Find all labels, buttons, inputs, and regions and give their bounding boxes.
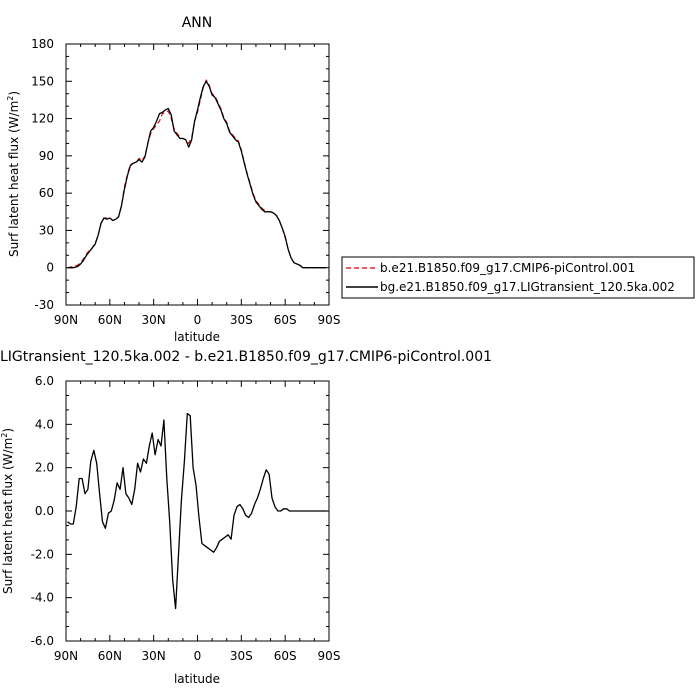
panel-bottom-ytick-label: 0.0 — [35, 504, 54, 518]
panel-top-ytick-label: 30 — [39, 223, 54, 237]
panel-top-ytick-label: 0 — [46, 261, 54, 275]
panel-bottom: LIGtransient_120.5ka.002 - b.e21.B1850.f… — [0, 349, 492, 686]
panel-top-xtick-label: 60N — [98, 313, 122, 327]
panel-top-xtick-label: 30S — [230, 313, 253, 327]
panel-bottom-series-layer — [67, 412, 328, 610]
panel-bottom-xtick-label: 0 — [194, 649, 202, 663]
panel-top-plot-frame — [65, 43, 330, 306]
panel-bottom-ytick-label: -2.0 — [31, 547, 54, 561]
panel-top-title: ANN — [182, 15, 213, 31]
panel-top-xtick-label: 30N — [142, 313, 166, 327]
panel-bottom-ticks: 90N 60N 30N 0 30S 60S 90S -6.0 -4.0 -2.0 0.0 2.0 4.0… — [31, 374, 341, 663]
panel-bottom-title: LIGtransient_120.5ka.002 - b.e21.B1850.f… — [0, 349, 492, 365]
panel-top: ANN 90N 60N 30N 0 30S 60S 90S -30 0 30 60 90 120 150 1… — [6, 15, 340, 344]
panel-top-ytick-label: 150 — [31, 74, 54, 88]
panel-bottom-series-line-0 — [67, 412, 328, 610]
panel-bottom-ytick-label: 4.0 — [35, 417, 54, 431]
panel-top-xlabel: latitude — [174, 330, 220, 344]
panel-top-ytick-label: 90 — [39, 149, 54, 163]
panel-bottom-xtick-label: 60S — [274, 649, 297, 663]
legend-label-ligtransient: bg.e21.B1850.f09_g17.LIGtransient_120.5k… — [380, 280, 675, 294]
legend-label-picontrol: b.e21.B1850.f09_g17.CMIP6-piControl.001 — [380, 261, 635, 275]
panel-top-ytick-label: 180 — [31, 37, 54, 51]
panel-top-xtick-label: 0 — [194, 313, 202, 327]
panel-bottom-xlabel: latitude — [174, 672, 220, 686]
panel-bottom-xtick-label: 30N — [142, 649, 166, 663]
panel-bottom-xtick-label: 90S — [318, 649, 341, 663]
panel-bottom-xtick-label: 30S — [230, 649, 253, 663]
panel-top-xtick-label: 60S — [274, 313, 297, 327]
panel-top-series-layer — [67, 79, 327, 269]
panel-bottom-ytick-label: -6.0 — [31, 634, 54, 648]
panel-top-ticks: 90N 60N 30N 0 30S 60S 90S -30 0 30 60 90 120 150 180 — [31, 37, 340, 327]
legend-box — [341, 256, 695, 299]
legend: b.e21.B1850.f09_g17.CMIP6-piControl.001 … — [341, 256, 695, 299]
panel-top-ylabel: Surf latent heat flux (W/m2) — [6, 91, 21, 257]
panel-bottom-ytick-label: -4.0 — [31, 591, 54, 605]
panel-bottom-ytick-label: 6.0 — [35, 374, 54, 388]
panel-top-series-line-0 — [67, 79, 327, 269]
panel-bottom-xtick-label: 90N — [54, 649, 78, 663]
panel-top-series-line-1 — [67, 80, 327, 269]
panel-bottom-ylabel: Surf latent heat flux (W/m2) — [0, 428, 15, 594]
panel-top-ytick-label: -30 — [34, 298, 54, 312]
panel-top-ytick-label: 120 — [31, 112, 54, 126]
panel-top-xtick-label: 90N — [54, 313, 78, 327]
panel-bottom-ytick-label: 2.0 — [35, 461, 54, 475]
panel-top-ytick-label: 60 — [39, 186, 54, 200]
panel-bottom-xtick-label: 60N — [98, 649, 122, 663]
panel-top-xtick-label: 90S — [318, 313, 341, 327]
